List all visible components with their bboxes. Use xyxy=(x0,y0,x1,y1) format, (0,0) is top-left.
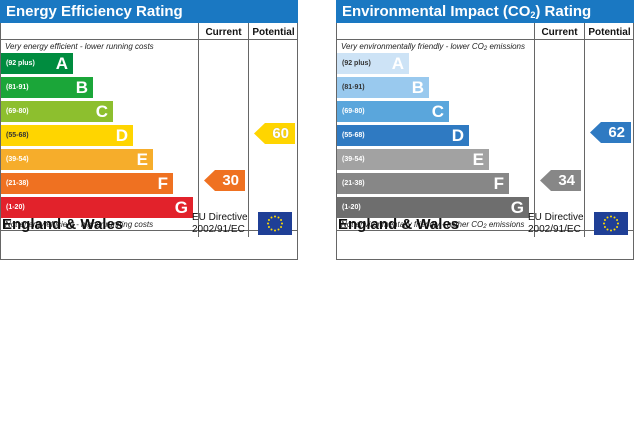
band-c: (69-80) C xyxy=(337,101,449,122)
header-rule xyxy=(337,39,633,40)
environmental-impact-chart: Environmental Impact (CO2) Rating Curren… xyxy=(336,0,634,260)
top-note: Very energy efficient - lower running co… xyxy=(5,42,154,51)
potential-rating-arrow: 60 xyxy=(254,123,295,144)
footer-rule xyxy=(1,230,297,231)
current-rating-arrow: 34 xyxy=(540,170,581,191)
band-range-label: (81-91) xyxy=(6,84,29,91)
chart-title: Environmental Impact (CO2) Rating xyxy=(336,0,634,23)
bottom-rule xyxy=(337,259,633,260)
chart-frame: Current Potential Very energy efficient … xyxy=(0,23,298,260)
band-letter: D xyxy=(115,126,128,145)
band-letter: B xyxy=(411,78,424,97)
footer-rule xyxy=(337,230,633,231)
eu-flag-icon xyxy=(258,212,292,235)
band-range-label: (92 plus) xyxy=(342,60,371,67)
potential-column-header: Potential xyxy=(252,27,295,38)
band-b: (81-91) B xyxy=(1,77,93,98)
band-letter: F xyxy=(493,174,504,193)
band-letter: C xyxy=(95,102,108,121)
bottom-rule xyxy=(1,259,297,260)
current-column-header: Current xyxy=(205,27,242,38)
band-a: (92 plus) A xyxy=(1,53,73,74)
band-range-label: (21-38) xyxy=(342,180,365,187)
band-g: (1-20) G xyxy=(337,197,529,218)
band-e: (39-54) E xyxy=(337,149,489,170)
band-range-label: (39-54) xyxy=(6,156,29,163)
current-rating-value: 34 xyxy=(558,172,575,189)
band-range-label: (81-91) xyxy=(342,84,365,91)
band-letter: C xyxy=(431,102,444,121)
column-divider xyxy=(248,23,249,237)
potential-column-header: Potential xyxy=(588,27,631,38)
current-rating-value: 30 xyxy=(222,172,239,189)
band-range-label: (69-80) xyxy=(6,108,29,115)
energy-efficiency-chart: Energy Efficiency Rating Current Potenti… xyxy=(0,0,298,260)
band-e: (39-54) E xyxy=(1,149,153,170)
directive-line-1: EU Directive xyxy=(528,212,584,223)
band-f: (21-38) F xyxy=(337,173,509,194)
band-d: (55-68) D xyxy=(1,125,133,146)
band-range-label: (69-80) xyxy=(342,108,365,115)
chart-title: Energy Efficiency Rating xyxy=(0,0,298,23)
potential-rating-value: 62 xyxy=(608,124,625,141)
band-range-label: (21-38) xyxy=(6,180,29,187)
band-letter: F xyxy=(157,174,168,193)
eu-flag-icon xyxy=(594,212,628,235)
column-divider xyxy=(534,23,535,237)
band-range-label: (55-68) xyxy=(342,132,365,139)
bottom-note: Not environmentally friendly - higher CO… xyxy=(341,220,525,230)
band-letter: E xyxy=(472,150,484,169)
band-f: (21-38) F xyxy=(1,173,173,194)
band-letter: G xyxy=(510,198,524,217)
band-b: (81-91) B xyxy=(337,77,429,98)
band-range-label: (55-68) xyxy=(6,132,29,139)
band-letter: E xyxy=(136,150,148,169)
band-c: (69-80) C xyxy=(1,101,113,122)
band-g: (1-20) G xyxy=(1,197,193,218)
potential-rating-arrow: 62 xyxy=(590,122,631,143)
column-divider xyxy=(584,23,585,237)
eu-directive: EU Directive 2002/91/EC xyxy=(528,212,584,236)
band-a: (92 plus) A xyxy=(337,53,409,74)
band-letter: G xyxy=(174,198,188,217)
region-label: England & Wales xyxy=(338,216,460,233)
directive-line-1: EU Directive xyxy=(192,212,248,223)
directive-line-2: 2002/91/EC xyxy=(528,224,581,235)
bottom-note: Not energy efficient - higher running co… xyxy=(5,220,154,229)
header-rule xyxy=(1,39,297,40)
region-label: England & Wales xyxy=(2,216,124,233)
band-letter: D xyxy=(451,126,464,145)
band-letter: A xyxy=(391,54,404,73)
top-note: Very environmentally friendly - lower CO… xyxy=(341,42,526,52)
band-range-label: (1-20) xyxy=(6,204,25,211)
directive-line-2: 2002/91/EC xyxy=(192,224,245,235)
column-divider xyxy=(198,23,199,237)
band-d: (55-68) D xyxy=(337,125,469,146)
current-rating-arrow: 30 xyxy=(204,170,245,191)
band-range-label: (92 plus) xyxy=(6,60,35,67)
chart-frame: Current Potential Very environmentally f… xyxy=(336,23,634,260)
potential-rating-value: 60 xyxy=(272,125,289,142)
band-letter: B xyxy=(75,78,88,97)
current-column-header: Current xyxy=(541,27,578,38)
band-range-label: (1-20) xyxy=(342,204,361,211)
band-letter: A xyxy=(55,54,68,73)
band-range-label: (39-54) xyxy=(342,156,365,163)
eu-directive: EU Directive 2002/91/EC xyxy=(192,212,248,236)
